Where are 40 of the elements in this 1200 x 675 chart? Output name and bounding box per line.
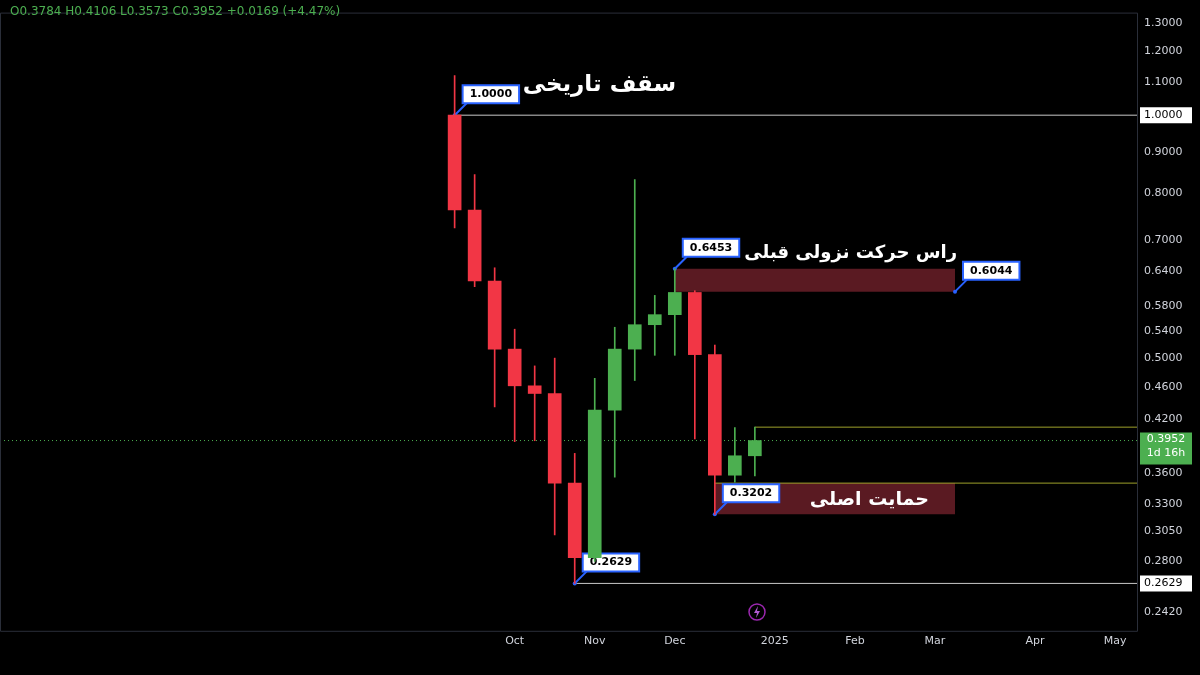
x-tick-label: Nov [584, 634, 606, 648]
annotation: 0.6453 [689, 240, 733, 254]
annotation: 0.6044 [970, 263, 1013, 277]
y-tick-label: 0.5400 [1144, 324, 1183, 337]
x-tick-label: Dec [664, 634, 686, 648]
y-tick-label: 0.9000 [1144, 144, 1183, 158]
x-tick-label: 2025 [760, 634, 789, 648]
y-tick-label: 0.3300 [1144, 496, 1183, 510]
y-tick-label: 0.4600 [1144, 380, 1183, 394]
x-tick-label: Oct [505, 634, 525, 648]
y-tick-label: 0.6400 [1144, 264, 1183, 278]
y-tick-label: 1.3000 [1144, 16, 1183, 30]
y-tick-label: 1.0000 [1144, 108, 1183, 122]
y-tick-label: 0.2800 [1144, 554, 1183, 568]
y-tick-label: 0.4200 [1144, 412, 1183, 426]
annotation: 0.3202 [729, 486, 773, 500]
band-label: راس حرکت نزولی قبلی [744, 241, 958, 264]
y-tick-label: 0.5800 [1144, 298, 1183, 312]
candlestick [527, 365, 542, 442]
y-tick-label: 0.2629 [1144, 576, 1183, 590]
ref-line-label: سقف تاریخی [522, 70, 677, 98]
chart-subtitle: O0.3784 H0.4106 L0.3573 C0.3952 +0.0169 (+4.47%) [10, 4, 341, 19]
ref-line-label: 0.3952 1d 16h [1146, 432, 1186, 460]
candlestick [647, 295, 662, 356]
y-tick-label: 0.8000 [1144, 186, 1183, 200]
y-tick-label: 0.3600 [1144, 466, 1183, 480]
band-label: حمایت اصلی [809, 486, 930, 509]
annotation: 0.2629 [589, 555, 633, 569]
y-tick-label: 1.2000 [1144, 44, 1183, 58]
y-tick-label: 0.5000 [1144, 350, 1183, 364]
y-tick-label: 0.7000 [1144, 233, 1183, 247]
x-tick-label: Apr [1025, 634, 1046, 648]
y-tick-label: 0.3050 [1144, 524, 1183, 538]
x-tick-label: Feb [845, 634, 865, 648]
annotation: 1.0000 [469, 87, 513, 101]
candlestick [627, 179, 642, 381]
y-tick-label: 0.2420 [1144, 605, 1183, 619]
x-tick-label: Mar [924, 634, 946, 648]
x-tick-label: May [1103, 634, 1127, 648]
y-tick-label: 1.1000 [1144, 74, 1183, 88]
